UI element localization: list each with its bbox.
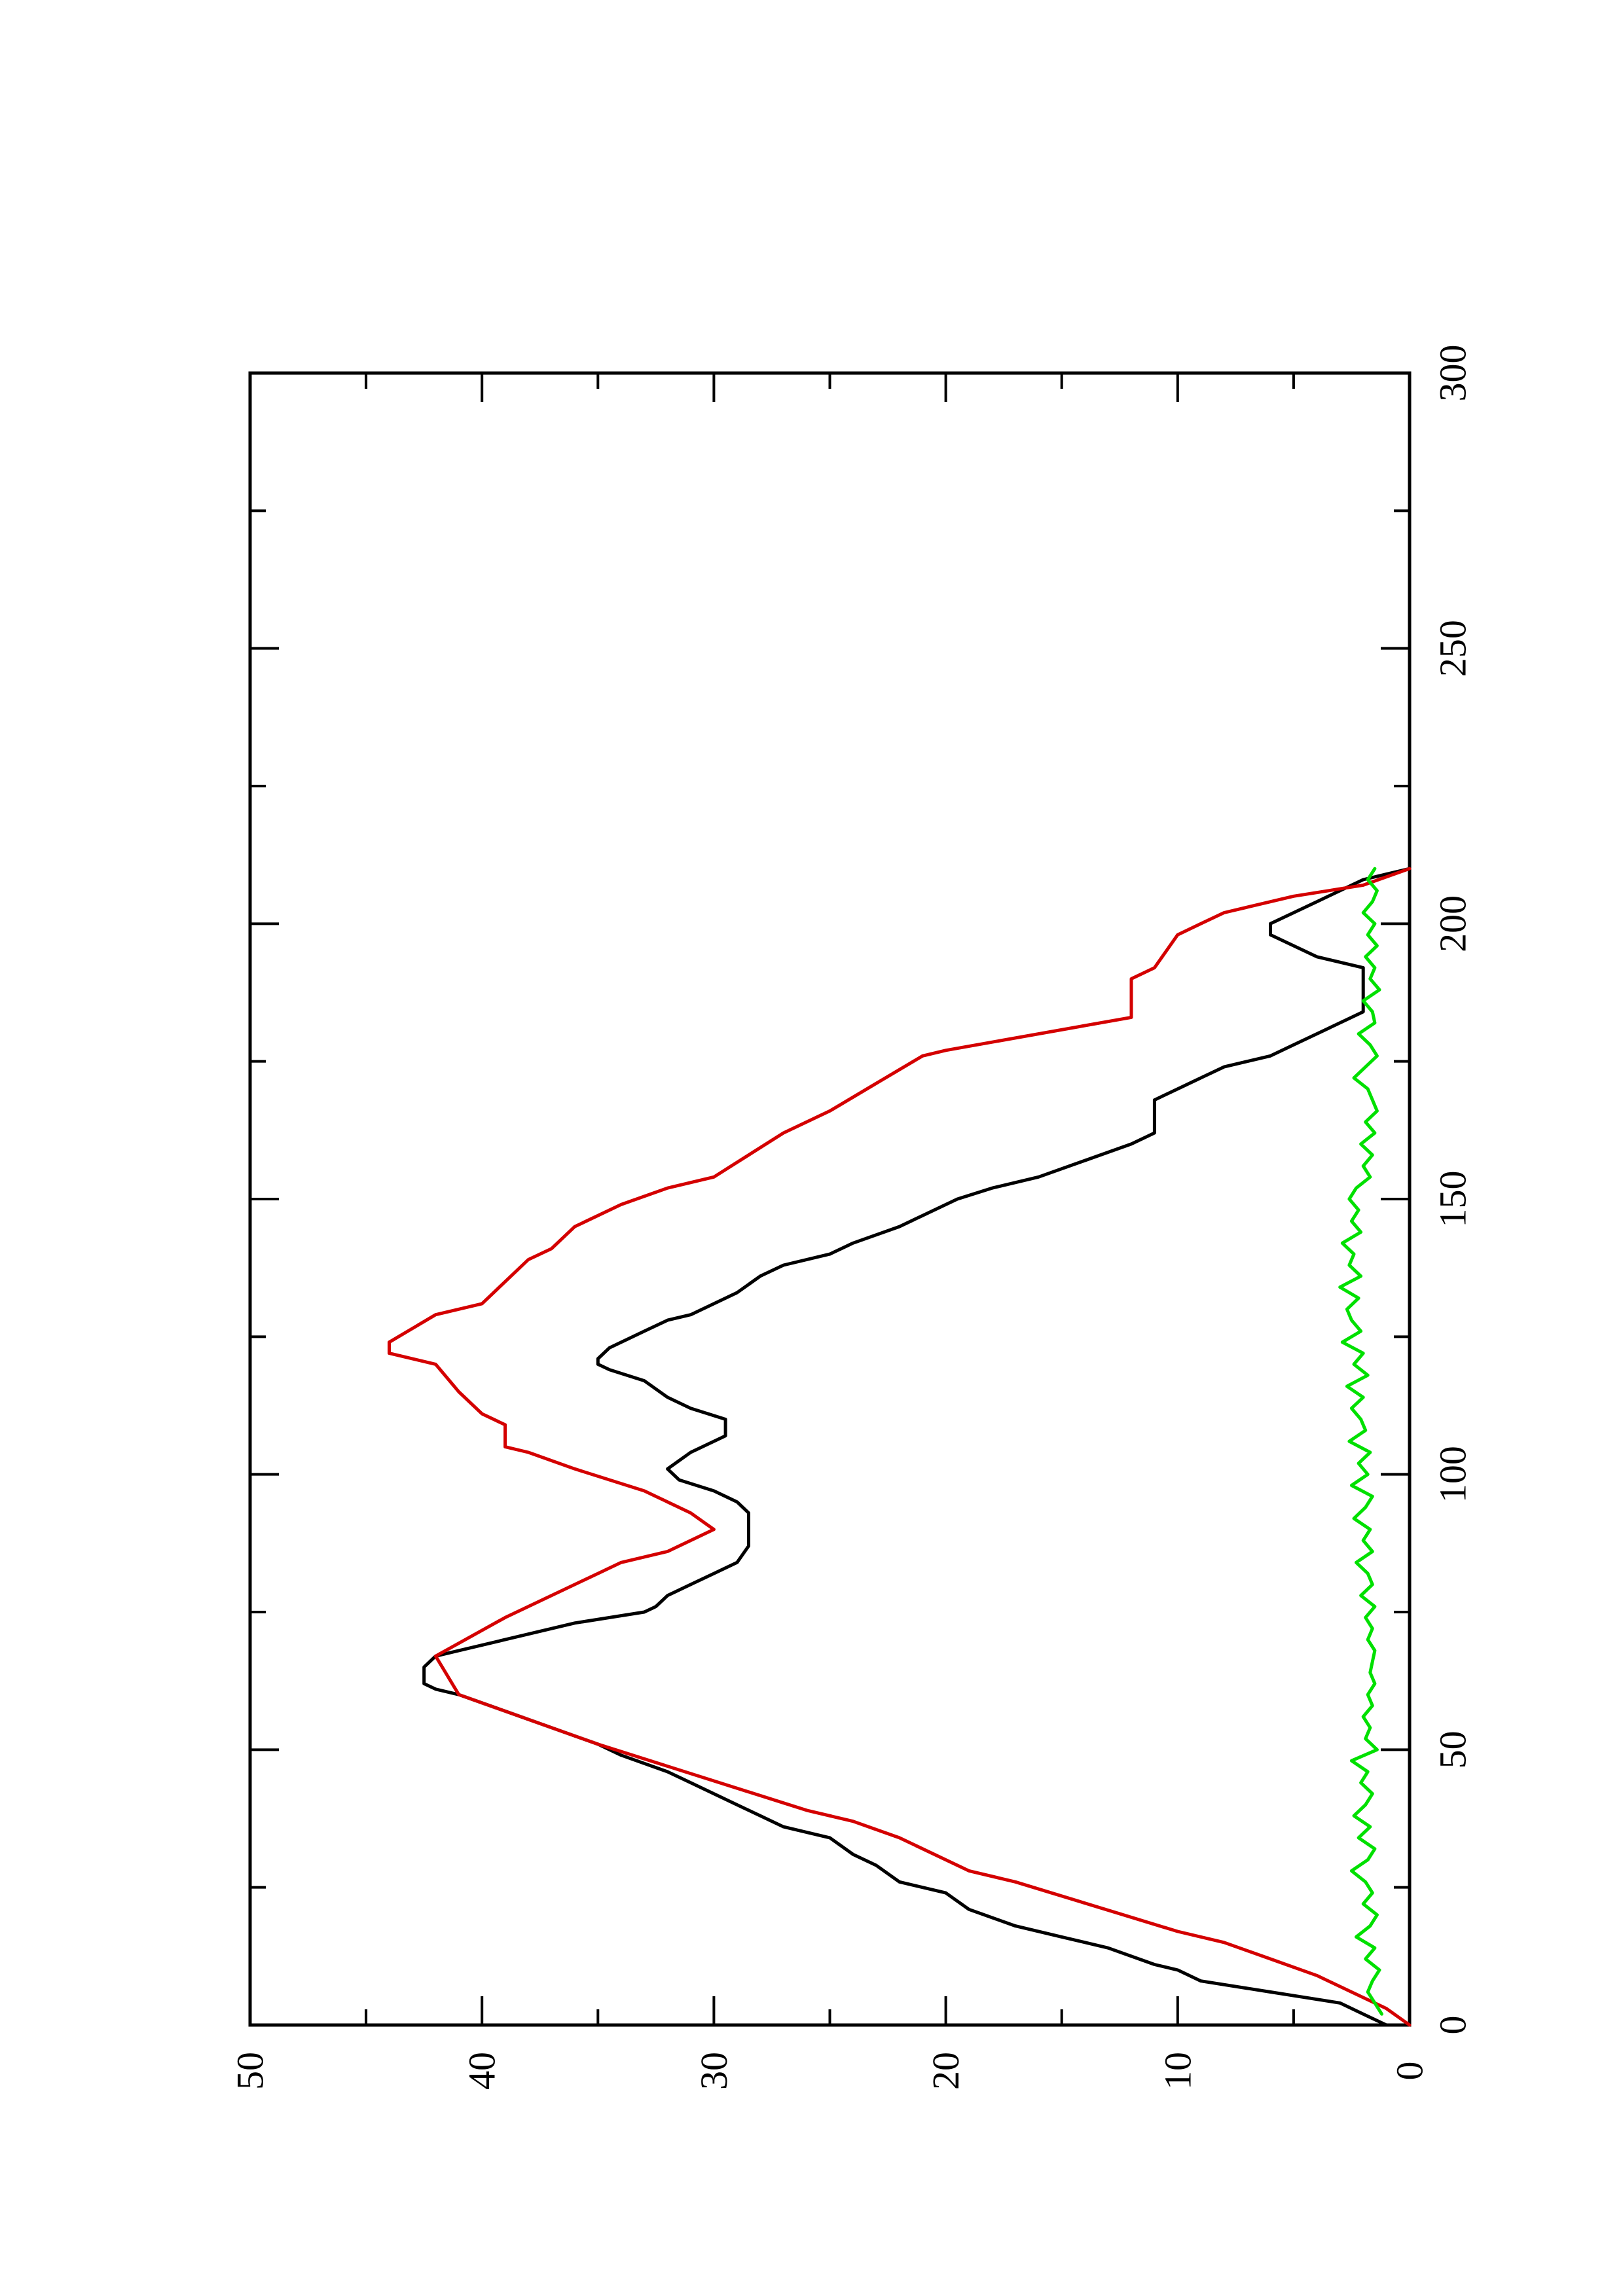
y-tick-label-40: 40 [461,2052,503,2090]
y-tick-label-0: 0 [1389,2062,1431,2081]
minor-ticks [250,373,1410,2025]
y-tick-label-30: 30 [693,2052,735,2090]
x-tick-label-50: 50 [1432,1731,1474,1768]
plot-frame [248,371,1412,2027]
x-tick-labels: 0 50 100 150 200 250 300 [1432,345,1474,2035]
series-lines [388,867,1412,2027]
y-tick-label-10: 10 [1156,2052,1199,2090]
x-tick-label-200: 200 [1432,895,1474,952]
x-tick-label-250: 250 [1432,620,1474,677]
series-line-red [388,867,1412,2027]
y-tick-labels: 0 10 20 30 40 50 [229,2052,1431,2090]
x-tick-label-150: 150 [1432,1171,1474,1228]
x-tick-label-0: 0 [1432,2016,1474,2035]
x-tick-label-300: 300 [1432,345,1474,402]
series-line-black [422,867,1412,2027]
major-ticks [249,372,1411,2026]
x-tick-label-100: 100 [1432,1446,1474,1503]
series-line-green [1338,867,1383,2016]
y-tick-label-50: 50 [229,2052,272,2090]
y-tick-label-20: 20 [924,2052,967,2090]
